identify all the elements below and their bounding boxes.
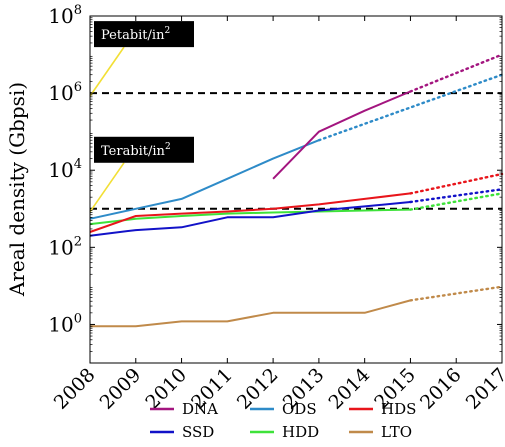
series-layer — [89, 53, 504, 328]
annotation-connector-petabit-in — [89, 46, 125, 97]
x-tick-label: 2016 — [416, 364, 466, 414]
legend-label-hds: HDS — [381, 400, 416, 418]
annotation-label-terabit-in: Terabit/in2 — [101, 142, 171, 159]
x-tick-label: 2009 — [96, 364, 146, 414]
y-axis: 100 102 104 106 108 — [48, 3, 502, 352]
series-hds-line — [89, 192, 411, 233]
y-tick-label: 100 — [48, 311, 82, 336]
reference-lines — [90, 92, 502, 210]
series-hdd-line — [89, 208, 411, 226]
series-ods-projection — [317, 73, 504, 142]
series-hdd-projection — [409, 192, 504, 211]
y-tick-label: 102 — [48, 234, 82, 259]
annotation-box-terabit-in — [94, 136, 194, 163]
legend-label-dna: DNA — [182, 400, 218, 418]
plot-frame — [89, 15, 503, 364]
legend-label-lto: LTO — [381, 423, 412, 441]
x-tick-label: 2014 — [324, 364, 374, 414]
annotations: Petabit/in2 Terabit/in2 — [89, 21, 194, 213]
series-dna-projection — [409, 53, 504, 93]
series-lto-projection — [409, 285, 504, 302]
y-axis-label: Areal density (Gbpsi) — [5, 82, 29, 297]
series-ssd-line — [89, 201, 411, 237]
y-tick-label: 104 — [48, 157, 82, 182]
annotation-connector-terabit-in — [89, 162, 125, 213]
series-hds-projection — [409, 172, 504, 195]
legend-label-ssd: SSD — [182, 423, 214, 441]
annotation-box-petabit-in — [94, 21, 194, 48]
legend-label-ods: ODS — [282, 400, 317, 418]
y-tick-label: 108 — [48, 3, 82, 28]
annotation-label-petabit-in: Petabit/in2 — [101, 26, 170, 43]
series-ssd-projection — [409, 188, 504, 204]
legend-label-hdd: HDD — [282, 423, 319, 441]
x-tick-label: 2008 — [50, 364, 100, 414]
series-lto-line — [90, 299, 411, 328]
x-tick-label: 2017 — [462, 364, 505, 414]
series-ods-line — [89, 139, 320, 220]
x-tick-label: 2012 — [233, 364, 283, 414]
legend: DNA ODS HDS SSD HDD LTO — [150, 400, 416, 441]
y-tick-label: 106 — [48, 80, 82, 105]
series-dna-line — [272, 90, 411, 180]
